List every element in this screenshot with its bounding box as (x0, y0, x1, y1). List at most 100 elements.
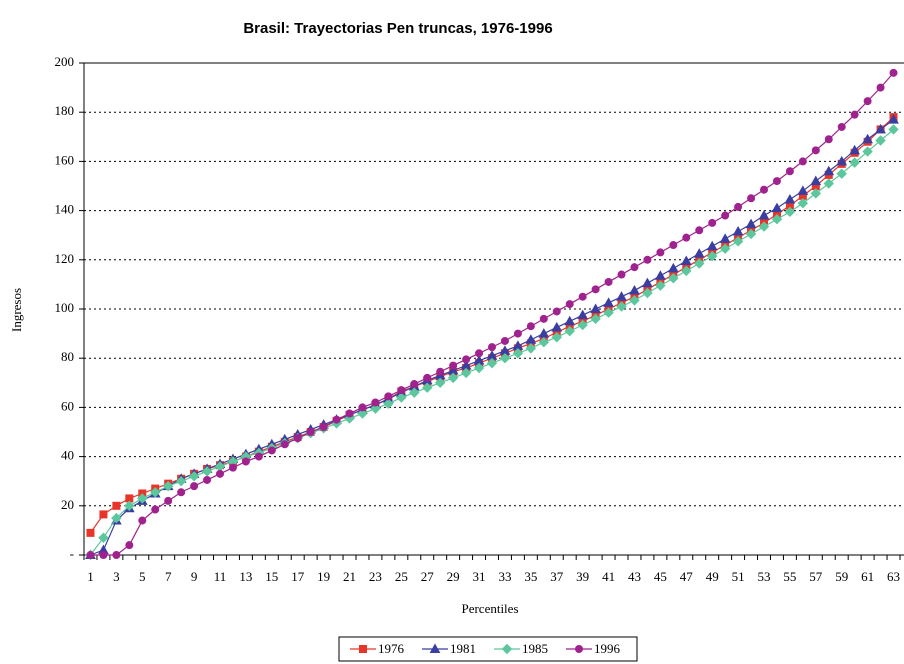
data-point (137, 493, 148, 504)
data-point (771, 214, 783, 225)
x-tick-label: 35 (524, 569, 537, 584)
x-tick-label: 37 (550, 569, 564, 584)
data-point (410, 380, 419, 389)
data-point (112, 551, 121, 559)
data-point (629, 285, 640, 295)
y-axis-title: Ingresos (9, 288, 24, 332)
data-point (564, 325, 575, 337)
data-point (551, 332, 562, 343)
y-tick-label: 140 (55, 202, 75, 217)
data-point (188, 471, 200, 482)
data-point (577, 309, 589, 320)
data-point (98, 532, 109, 543)
legend-label: 1976 (378, 641, 405, 656)
data-point (423, 373, 432, 382)
x-tick-label: 47 (680, 569, 694, 584)
data-point (473, 362, 485, 374)
data-point (784, 194, 796, 204)
data-point (241, 457, 250, 466)
data-point (124, 500, 135, 512)
data-point (203, 475, 212, 484)
data-point (358, 403, 367, 412)
data-point (849, 157, 860, 168)
data-point (836, 168, 847, 179)
data-point (758, 221, 770, 232)
marker (429, 643, 441, 653)
data-point (590, 313, 601, 325)
data-point (695, 226, 704, 235)
data-point (798, 157, 807, 166)
data-point (538, 328, 550, 338)
data-point (823, 178, 834, 189)
data-point (642, 287, 653, 299)
data-point (760, 185, 768, 194)
x-tick-label: 7 (165, 569, 172, 584)
x-tick-label: 61 (861, 569, 874, 584)
data-point (721, 211, 730, 220)
data-point (758, 210, 770, 220)
x-tick-label: 17 (291, 569, 305, 584)
data-point (513, 329, 522, 338)
data-point (293, 434, 302, 443)
y-tick-label: - (70, 546, 74, 561)
x-tick-label: 39 (576, 569, 589, 584)
legend-label: 1981 (450, 641, 476, 656)
chart-title: Brasil: Trayectorias Pen truncas, 1976-1… (243, 20, 552, 37)
x-tick-label: 9 (191, 569, 198, 584)
x-tick-label: 45 (654, 569, 667, 584)
y-tick-label: 200 (55, 54, 75, 69)
data-point (680, 255, 692, 266)
x-tick-label: 43 (628, 569, 641, 584)
data-point (655, 280, 666, 291)
data-point (862, 146, 873, 157)
data-point (319, 423, 328, 432)
data-point (667, 262, 679, 273)
series (85, 114, 899, 559)
data-point (810, 188, 822, 199)
series-line (89, 128, 894, 556)
data-point (797, 198, 809, 209)
x-tick-label: 13 (239, 569, 252, 584)
data-point (565, 300, 574, 309)
data-point (151, 505, 160, 514)
data-point (745, 218, 757, 229)
data-point (383, 398, 394, 409)
data-point (447, 372, 459, 384)
x-tick-label: 5 (139, 569, 146, 584)
y-tick-label: 60 (61, 398, 74, 413)
data-point (824, 135, 833, 144)
x-tick-label: 1 (87, 569, 94, 584)
x-tick-label: 57 (809, 569, 823, 584)
data-point (888, 124, 899, 135)
data-point (99, 551, 108, 559)
x-tick-label: 49 (706, 569, 719, 584)
data-point (888, 114, 899, 124)
data-point (668, 273, 679, 284)
data-point (552, 307, 561, 316)
data-point (875, 123, 886, 134)
data-point (551, 321, 563, 332)
data-point (396, 392, 407, 403)
data-point (280, 440, 289, 449)
marker (501, 643, 513, 655)
data-point (642, 277, 653, 288)
data-point (512, 348, 524, 359)
data-point (578, 292, 587, 301)
data-point (745, 228, 757, 240)
x-tick-label: 33 (498, 569, 511, 584)
data-point (332, 415, 341, 424)
data-point (772, 177, 781, 186)
data-point (810, 175, 822, 186)
data-point (370, 403, 381, 414)
series-line (90, 72, 894, 556)
data-point (862, 133, 873, 144)
data-point (604, 277, 613, 286)
x-tick-label: 25 (395, 569, 408, 584)
data-point (876, 83, 885, 92)
x-tick-label: 51 (732, 569, 745, 584)
data-point (216, 469, 224, 478)
data-point (617, 270, 626, 279)
y-tick-label: 100 (55, 300, 75, 315)
y-tick-label: 160 (55, 152, 75, 167)
data-point (177, 488, 186, 497)
